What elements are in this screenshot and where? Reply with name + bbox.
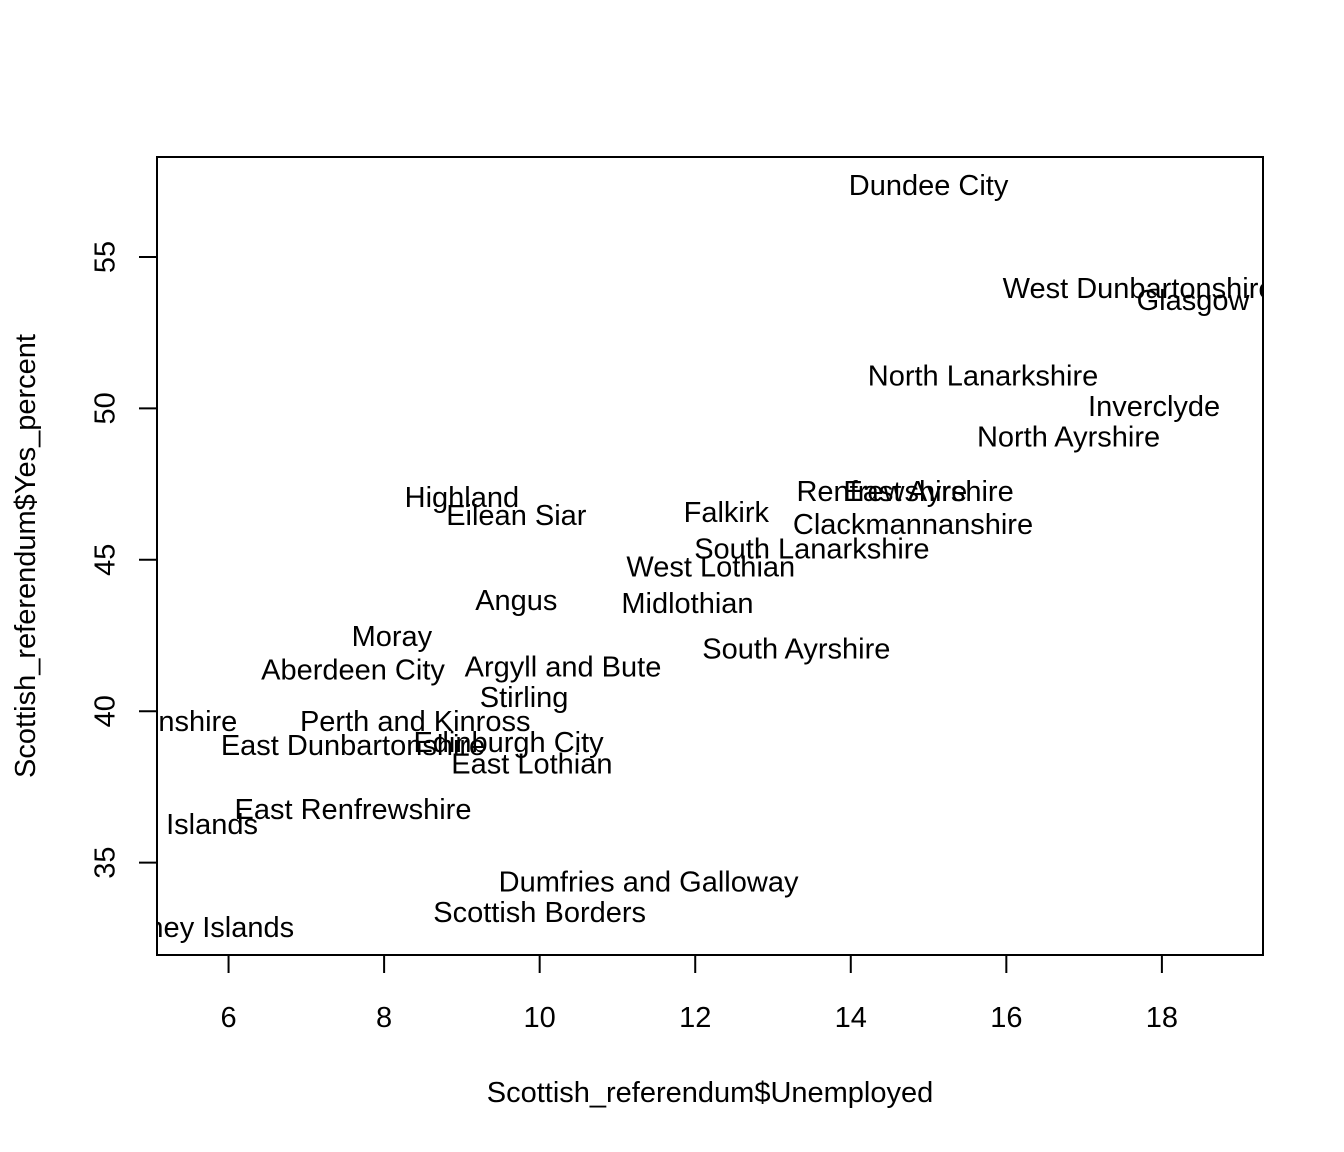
point-label: West Lothian: [626, 552, 795, 584]
point-label: Angus: [475, 585, 557, 617]
y-tick-label: 45: [90, 544, 122, 576]
x-tick-label: 6: [220, 1002, 236, 1034]
point-label: South Ayrshire: [702, 633, 890, 665]
y-axis: 35 40 45 50 55: [90, 241, 158, 879]
y-tick-label: 40: [90, 695, 122, 727]
point-label: Eilean Siar: [446, 500, 587, 532]
y-tick-label: 50: [90, 392, 122, 424]
point-label: Argyll and Bute: [465, 651, 662, 683]
point-label: Renfrewshire: [796, 476, 967, 508]
y-axis-title: Scottish_referendum$Yes_percent: [10, 334, 42, 778]
point-label: East Renfrewshire: [235, 794, 472, 826]
point-label: Dumfries and Galloway: [499, 866, 799, 898]
x-tick-label: 12: [679, 1002, 711, 1034]
point-label: Scottish Borders: [433, 897, 646, 929]
point-label: Falkirk: [684, 497, 770, 529]
x-tick-label: 14: [835, 1002, 867, 1034]
point-label: East Lothian: [451, 748, 612, 780]
point-label: Dundee City: [849, 170, 1009, 202]
x-tick-label: 8: [376, 1002, 392, 1034]
point-label: South Lanarkshire: [694, 533, 929, 565]
point-label: Moray: [352, 621, 433, 653]
point-label: Orkney Islands: [101, 912, 294, 944]
point-label: East Dunbartonshire: [221, 730, 485, 762]
x-tick-label: 18: [1146, 1002, 1178, 1034]
point-label: Stirling: [480, 682, 569, 714]
point-label: Highland: [405, 482, 519, 514]
point-label: Clackmannanshire: [793, 509, 1033, 541]
point-label: Glasgow: [1137, 285, 1251, 317]
point-label: Inverclyde: [1088, 391, 1220, 423]
y-tick-label: 35: [90, 846, 122, 878]
point-label: North Ayrshire: [977, 421, 1160, 453]
x-axis: 6 8 10 12 14 16 18: [220, 954, 1178, 1034]
point-label: North Lanarkshire: [868, 361, 1099, 393]
x-tick-label: 10: [524, 1002, 556, 1034]
point-label: Aberdeenshire: [49, 706, 238, 738]
y-tick-label: 55: [90, 241, 122, 273]
point-label: Edinburgh City: [413, 727, 604, 759]
point-label: West Dunbartonshire: [1003, 273, 1275, 305]
point-label: Perth and Kinross: [300, 706, 531, 738]
x-axis-title: Scottish_referendum$Unemployed: [487, 1077, 934, 1109]
point-label: Midlothian: [621, 588, 753, 620]
point-label: Aberdeen City: [261, 654, 445, 686]
x-tick-label: 16: [990, 1002, 1022, 1034]
point-label: Shetland Islands: [44, 809, 258, 841]
point-label: East Ayrshire: [843, 476, 1013, 508]
